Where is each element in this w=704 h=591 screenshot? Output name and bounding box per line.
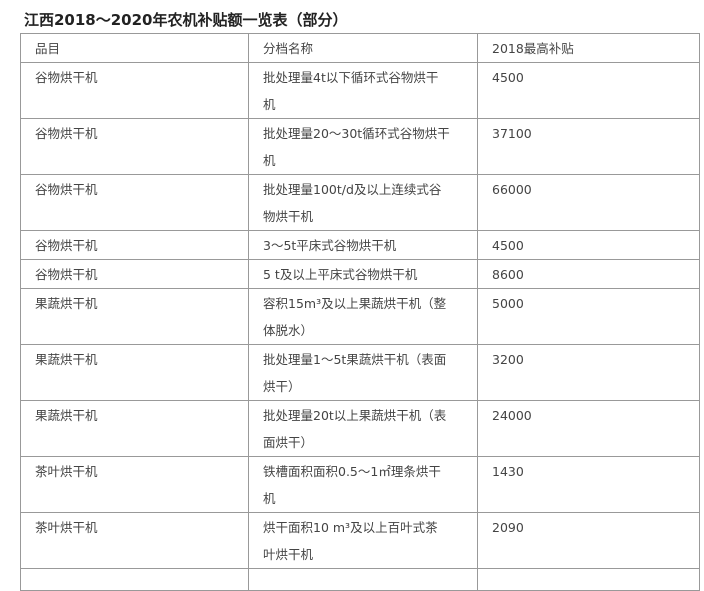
desc-line: 批处理量4t以下循环式谷物烘干 bbox=[263, 70, 439, 85]
cell-subsidy: 1430 bbox=[477, 456, 700, 513]
desc-line: 面烘干） bbox=[263, 435, 314, 450]
cell-subsidy: 2090 bbox=[477, 512, 700, 569]
desc-line: 5 t及以上平床式谷物烘干机 bbox=[263, 267, 418, 282]
subsidy-table: 品目 分档名称 2018最高补贴 谷物烘干机 批处理量4t以下循环式谷物烘干机 45… bbox=[20, 33, 700, 591]
cell-desc: 批处理量20～30t循环式谷物烘干机 bbox=[248, 118, 478, 175]
cell-subsidy: 24000 bbox=[477, 400, 700, 457]
desc-line: 批处理量100t/d及以上连续式谷 bbox=[263, 182, 442, 197]
desc-line: 批处理量20～30t循环式谷物烘干 bbox=[263, 126, 450, 141]
cell-empty bbox=[20, 568, 249, 591]
table-row: 谷物烘干机 批处理量20～30t循环式谷物烘干机 37100 bbox=[20, 118, 700, 175]
table-row: 谷物烘干机 3～5t平床式谷物烘干机 4500 bbox=[20, 230, 700, 260]
cell-item: 果蔬烘干机 bbox=[20, 288, 249, 345]
cell-empty bbox=[248, 568, 478, 591]
cell-item: 谷物烘干机 bbox=[20, 174, 249, 231]
cell-item: 谷物烘干机 bbox=[20, 230, 249, 260]
table-row-partial bbox=[20, 568, 700, 591]
cell-item: 茶叶烘干机 bbox=[20, 512, 249, 569]
cell-item: 果蔬烘干机 bbox=[20, 344, 249, 401]
desc-line: 3～5t平床式谷物烘干机 bbox=[263, 238, 397, 253]
table-row: 果蔬烘干机 批处理量20t以上果蔬烘干机（表 面烘干） 24000 bbox=[20, 400, 700, 457]
cell-empty bbox=[477, 568, 700, 591]
table-row: 果蔬烘干机 容积15m³及以上果蔬烘干机（整 体脱水） 5000 bbox=[20, 288, 700, 345]
cell-item: 谷物烘干机 bbox=[20, 259, 249, 289]
cell-desc: 批处理量1～5t果蔬烘干机（表面 烘干） bbox=[248, 344, 478, 401]
desc-line: 铁槽面积面积0.5～1㎡理条烘干 bbox=[263, 464, 441, 479]
desc-line: 烘干面积10 m³及以上百叶式茶 bbox=[263, 520, 438, 535]
cell-desc: 批处理量4t以下循环式谷物烘干机 bbox=[248, 62, 478, 119]
cell-subsidy: 3200 bbox=[477, 344, 700, 401]
desc-line: 批处理量1～5t果蔬烘干机（表面 bbox=[263, 352, 447, 367]
table-row: 谷物烘干机 批处理量100t/d及以上连续式谷 物烘干机 66000 bbox=[20, 174, 700, 231]
cell-subsidy: 66000 bbox=[477, 174, 700, 231]
cell-item: 茶叶烘干机 bbox=[20, 456, 249, 513]
cell-desc: 容积15m³及以上果蔬烘干机（整 体脱水） bbox=[248, 288, 478, 345]
desc-line: 叶烘干机 bbox=[263, 547, 314, 562]
cell-subsidy: 5000 bbox=[477, 288, 700, 345]
table-header-row: 品目 分档名称 2018最高补贴 bbox=[20, 33, 700, 63]
desc-line: 机 bbox=[263, 97, 276, 112]
header-subsidy: 2018最高补贴 bbox=[477, 33, 700, 63]
cell-desc: 批处理量100t/d及以上连续式谷 物烘干机 bbox=[248, 174, 478, 231]
cell-subsidy: 8600 bbox=[477, 259, 700, 289]
table-row: 谷物烘干机 批处理量4t以下循环式谷物烘干机 4500 bbox=[20, 62, 700, 119]
cell-subsidy: 37100 bbox=[477, 118, 700, 175]
cell-desc: 3～5t平床式谷物烘干机 bbox=[248, 230, 478, 260]
desc-line: 体脱水） bbox=[263, 323, 314, 338]
table-row: 茶叶烘干机 铁槽面积面积0.5～1㎡理条烘干机 1430 bbox=[20, 456, 700, 513]
desc-line: 机 bbox=[263, 491, 276, 506]
desc-line: 批处理量20t以上果蔬烘干机（表 bbox=[263, 408, 447, 423]
header-item: 品目 bbox=[20, 33, 249, 63]
cell-desc: 批处理量20t以上果蔬烘干机（表 面烘干） bbox=[248, 400, 478, 457]
page-title: 江西2018～2020年农机补贴额一览表（部分） bbox=[24, 11, 348, 29]
table-row: 果蔬烘干机 批处理量1～5t果蔬烘干机（表面 烘干） 3200 bbox=[20, 344, 700, 401]
cell-subsidy: 4500 bbox=[477, 230, 700, 260]
cell-desc: 烘干面积10 m³及以上百叶式茶 叶烘干机 bbox=[248, 512, 478, 569]
cell-desc: 5 t及以上平床式谷物烘干机 bbox=[248, 259, 478, 289]
desc-line: 物烘干机 bbox=[263, 209, 314, 224]
table-row: 谷物烘干机 5 t及以上平床式谷物烘干机 8600 bbox=[20, 259, 700, 289]
cell-item: 谷物烘干机 bbox=[20, 62, 249, 119]
cell-subsidy: 4500 bbox=[477, 62, 700, 119]
cell-desc: 铁槽面积面积0.5～1㎡理条烘干机 bbox=[248, 456, 478, 513]
table-row: 茶叶烘干机 烘干面积10 m³及以上百叶式茶 叶烘干机 2090 bbox=[20, 512, 700, 569]
cell-item: 谷物烘干机 bbox=[20, 118, 249, 175]
desc-line: 机 bbox=[263, 153, 276, 168]
header-desc: 分档名称 bbox=[248, 33, 478, 63]
cell-item: 果蔬烘干机 bbox=[20, 400, 249, 457]
desc-line: 烘干） bbox=[263, 379, 301, 394]
desc-line: 容积15m³及以上果蔬烘干机（整 bbox=[263, 296, 447, 311]
